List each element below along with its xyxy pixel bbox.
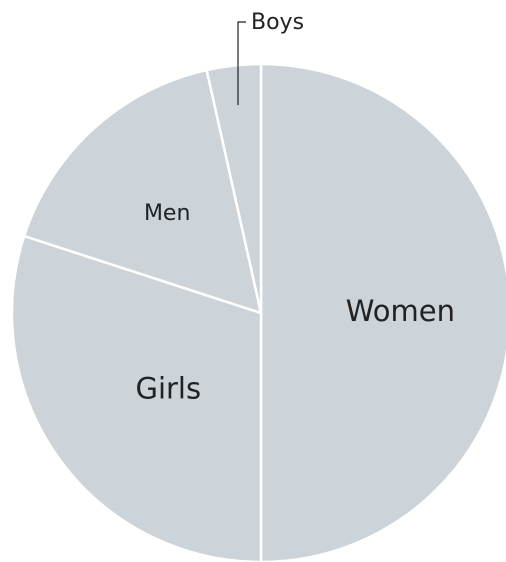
pie-slice-men	[22, 68, 263, 315]
pie-slice-women	[259, 62, 506, 562]
pie-label-women: Women	[346, 294, 455, 328]
pie-slices	[10, 62, 506, 562]
pie-slice-girls	[10, 234, 263, 562]
pie-labels: Women Girls Men Boys	[135, 10, 455, 405]
pie-label-girls: Girls	[135, 371, 201, 405]
pie-label-men: Men	[144, 201, 190, 226]
pie-leader-line-boys	[237, 21, 246, 106]
pie-slice-boys	[205, 62, 263, 314]
pie-label-boys: Boys	[251, 10, 304, 35]
